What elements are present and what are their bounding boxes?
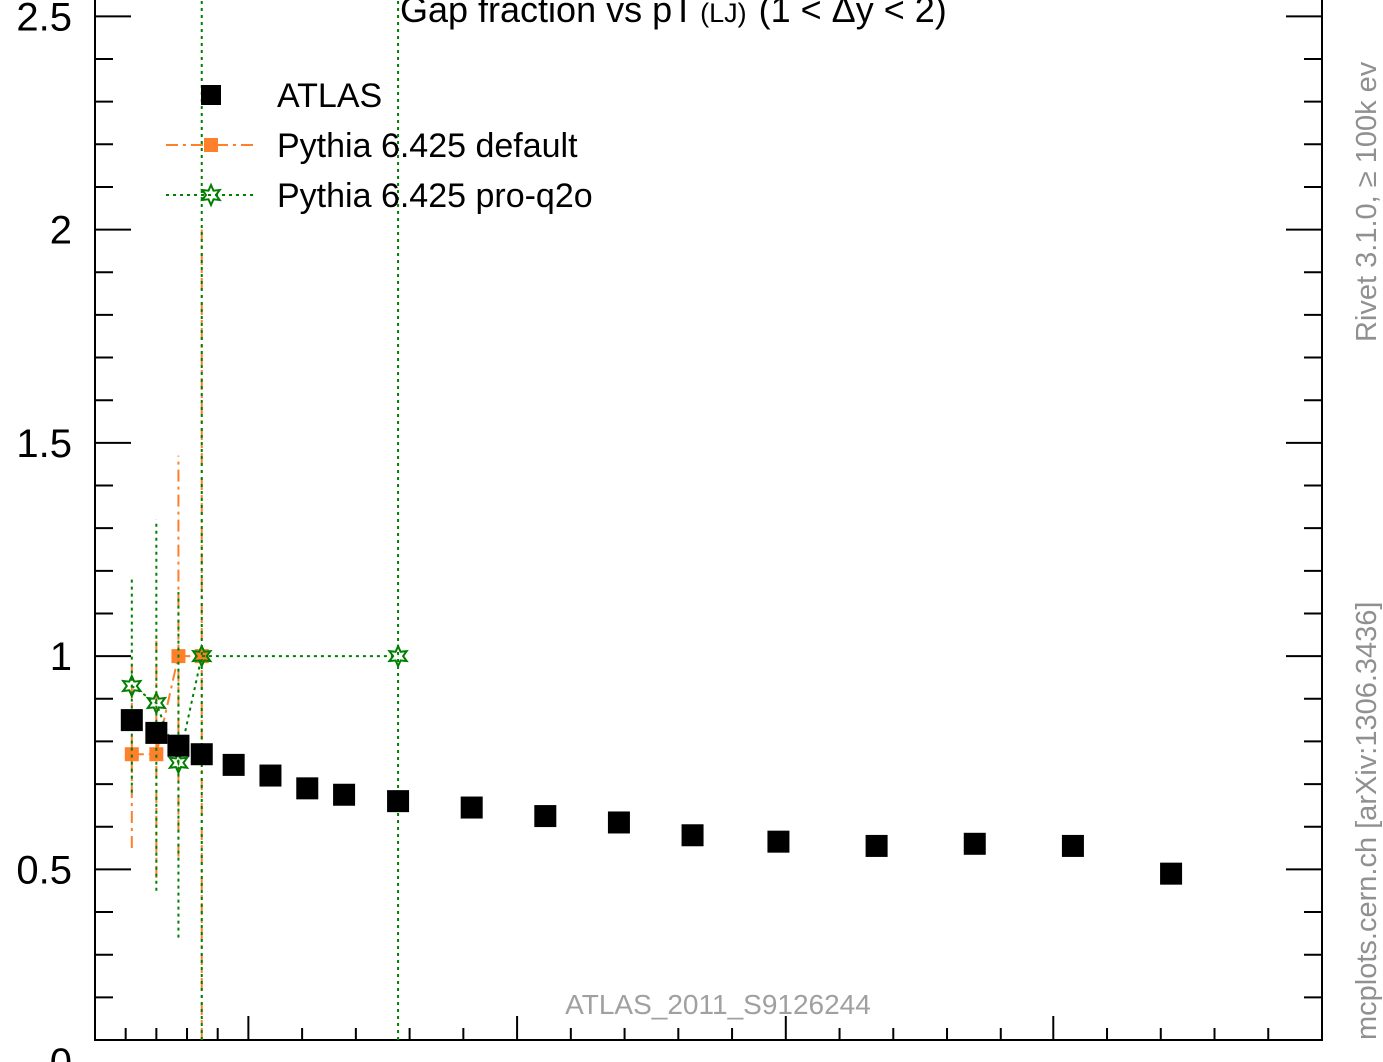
y-tick-label: 1 xyxy=(50,635,72,679)
data-point xyxy=(460,796,483,819)
y-tick-label: 2 xyxy=(50,209,72,253)
x-axis-ticks xyxy=(124,1016,1270,1040)
data-point xyxy=(167,734,190,757)
legend-marker xyxy=(201,85,221,105)
data-point xyxy=(767,830,790,853)
data-point xyxy=(190,743,213,766)
side-label-mcplots: mcplots.cern.ch [arXiv:1306.3436] xyxy=(1351,602,1383,1040)
data-point xyxy=(1061,834,1084,857)
data-point xyxy=(124,747,139,762)
chart-title-sub: (LJ) xyxy=(700,0,747,28)
data-point xyxy=(145,690,168,716)
legend: ATLAS Pythia 6.425 default Pythia 6.425 pr… xyxy=(166,77,593,215)
plot-frame xyxy=(94,0,1323,1041)
chart-title-main: Gap fraction vs pT xyxy=(400,0,694,30)
analysis-label: ATLAS_2011_S9126244 xyxy=(565,989,871,1020)
data-point xyxy=(259,764,282,787)
data-point xyxy=(145,721,168,744)
data-point xyxy=(681,824,704,847)
y-tick-label-bottom: 0 xyxy=(50,1041,72,1062)
series-pythia-6-425-pro-q2o xyxy=(120,0,409,1040)
y-tick-label: 0.5 xyxy=(16,848,72,892)
data-point xyxy=(296,777,319,800)
data-point xyxy=(387,643,409,669)
data-point xyxy=(149,747,164,762)
series-line xyxy=(131,655,202,756)
data-point xyxy=(120,709,143,732)
data-point xyxy=(607,811,630,834)
legend-label: Pythia 6.425 pro-q2o xyxy=(277,177,593,215)
data-point xyxy=(387,790,410,813)
side-label-rivet: Rivet 3.1.0, ≥ 100k ev xyxy=(1351,61,1383,342)
data-point xyxy=(865,834,888,857)
series-pythia-6-425-default xyxy=(124,229,209,1040)
y-axis-ticks: 0.5 1 1.5 2 2.5 0 xyxy=(16,0,1322,1062)
data-point xyxy=(534,805,557,828)
data-point xyxy=(333,783,356,806)
data-point xyxy=(222,753,245,776)
legend-entry: Pythia 6.425 default xyxy=(166,127,578,165)
legend-marker xyxy=(200,182,222,208)
legend-entry: ATLAS xyxy=(201,77,382,115)
y-tick-label: 2.5 xyxy=(16,0,72,39)
data-point xyxy=(167,750,190,776)
data-point xyxy=(190,643,213,669)
legend-label: Pythia 6.425 default xyxy=(277,127,578,165)
chart-title-range: (1 < Δy < 2) xyxy=(759,0,947,30)
legend-marker xyxy=(204,138,218,152)
legend-entry: Pythia 6.425 pro-q2o xyxy=(166,177,593,215)
series-atlas xyxy=(120,709,1183,885)
data-point xyxy=(963,832,986,855)
data-point xyxy=(1160,862,1183,885)
data-series xyxy=(120,0,1183,1040)
y-tick-label: 1.5 xyxy=(16,422,72,466)
data-point xyxy=(120,673,143,699)
plot-border xyxy=(94,0,1323,1041)
series-line xyxy=(131,655,399,767)
chart-title: Gap fraction vs pT (LJ) (1 < Δy < 2) xyxy=(400,0,947,30)
legend-label: ATLAS xyxy=(277,77,382,115)
